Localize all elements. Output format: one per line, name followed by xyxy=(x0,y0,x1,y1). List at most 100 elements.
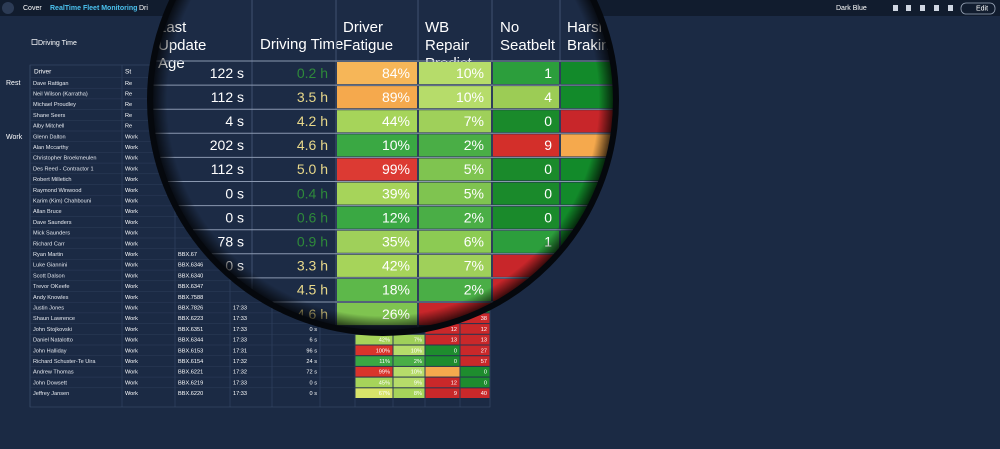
row-group-label: Work xyxy=(6,134,23,141)
fatigue-cell: 99% xyxy=(379,370,390,376)
driver-cell: Mick Saunders xyxy=(33,231,70,237)
driver-cell: Robert Milletich xyxy=(33,177,72,183)
status-cell: Work xyxy=(125,231,138,237)
vehicle-cell: BBX.6351 xyxy=(178,327,203,333)
time-cell: 17:33 xyxy=(233,380,247,386)
heat-cell xyxy=(460,388,490,398)
edit-label[interactable]: Edit xyxy=(976,5,988,12)
status-cell: Work xyxy=(125,338,138,344)
heat-cell xyxy=(393,366,425,377)
heat-cell xyxy=(393,388,425,398)
seatbelt-cell: 0 xyxy=(454,359,457,365)
driver-cell: Andrew Thomas xyxy=(33,370,74,376)
heat-cell xyxy=(425,334,460,345)
driver-cell: Des Reed - Contractor 1 xyxy=(33,166,94,172)
tab[interactable]: Dri xyxy=(139,5,148,12)
seatbelt-cell: 9 xyxy=(454,391,457,397)
edit-button[interactable] xyxy=(960,2,996,15)
heat-cell xyxy=(425,356,460,366)
driver-cell: Daniel Natalotto xyxy=(33,338,73,344)
harsh-cell: 57 xyxy=(481,359,487,365)
vehicle-cell: BBX.6344 xyxy=(178,338,203,344)
age-cell: 0 s xyxy=(310,327,318,333)
status-cell: Work xyxy=(125,370,138,376)
vehicle-cell: BBX.6153 xyxy=(178,348,203,354)
driver-cell: Alby Mitchell xyxy=(33,124,64,130)
tab-active[interactable]: RealTime Fleet Monitoring xyxy=(50,5,137,12)
driver-cell: Raymond Winwood xyxy=(33,188,82,194)
wb-cell: 8% xyxy=(414,391,422,397)
vehicle-cell: BBX.6340 xyxy=(178,273,203,279)
age-cell: 0 s xyxy=(310,380,318,386)
icon[interactable] xyxy=(948,5,953,11)
heat-cell xyxy=(460,334,490,345)
heat-cell xyxy=(355,345,393,356)
group-header[interactable]: Driving Time xyxy=(38,40,77,47)
heat-cell xyxy=(393,334,425,345)
icon[interactable] xyxy=(893,5,898,11)
vehicle-cell: BBX.6220 xyxy=(178,391,203,397)
wb-cell: 10% xyxy=(411,370,422,376)
heat-cell xyxy=(355,377,393,388)
driver-cell: Dave Rattigan xyxy=(33,81,68,87)
status-cell: Work xyxy=(125,209,138,215)
status-cell: Work xyxy=(125,166,138,172)
status-cell: Re xyxy=(125,92,132,98)
vehicle-cell: BBX.6346 xyxy=(178,263,203,269)
heat-cell xyxy=(355,366,393,377)
driver-cell: Justin Jones xyxy=(33,306,64,312)
status-cell: Work xyxy=(125,359,138,365)
collapse-icon[interactable] xyxy=(31,39,38,45)
heat-cell xyxy=(393,345,425,356)
seatbelt-cell: 13 xyxy=(451,338,457,344)
age-cell: 72 s xyxy=(306,370,317,376)
time-cell: 17:33 xyxy=(233,327,247,333)
status-cell: Re xyxy=(125,124,132,130)
status-cell: Work xyxy=(125,273,138,279)
time-cell: 17:32 xyxy=(233,370,247,376)
harsh-cell: 0 xyxy=(484,380,487,386)
heat-cell xyxy=(425,345,460,356)
fatigue-cell: 42% xyxy=(379,338,390,344)
status-cell: Work xyxy=(125,241,138,247)
icon[interactable] xyxy=(906,5,911,11)
driver-cell: Christopher Broekmeulen xyxy=(33,156,96,162)
vehicle-cell: BBX.7588 xyxy=(178,295,203,301)
tab[interactable]: Cover xyxy=(23,5,42,12)
driver-cell: Alan Mccarthy xyxy=(33,145,69,151)
driver-cell: Ryan Martin xyxy=(33,252,63,258)
heat-cell xyxy=(460,377,490,388)
driver-cell: John Dowsett xyxy=(33,380,67,386)
driver-cell: Scott Dalson xyxy=(33,273,65,279)
status-cell: Work xyxy=(125,306,138,312)
lens-shadow xyxy=(151,0,615,332)
driver-cell: Luke Giannini xyxy=(33,263,67,269)
status-cell: Work xyxy=(125,145,138,151)
fatigue-cell: 100% xyxy=(376,348,390,354)
vehicle-cell: BBX.67 xyxy=(178,252,197,258)
vehicle-cell: BBX.6347 xyxy=(178,284,203,290)
driver-cell: Shane Seers xyxy=(33,113,66,119)
column-header: Driver xyxy=(34,69,52,76)
harsh-cell: 13 xyxy=(481,338,487,344)
heat-cell xyxy=(460,356,490,366)
driver-cell: Richard Schuster-Te Uira xyxy=(33,359,96,365)
back-button[interactable] xyxy=(2,2,14,14)
driver-cell: Trevor OKeefe xyxy=(33,284,69,290)
vehicle-cell: BBX.6219 xyxy=(178,380,203,386)
lens-rim xyxy=(147,0,619,336)
harsh-cell: 27 xyxy=(481,348,487,354)
status-cell: Work xyxy=(125,327,138,333)
status-cell: Work xyxy=(125,348,138,354)
driver-cell: Shaun Lawrence xyxy=(33,316,75,322)
icon[interactable] xyxy=(920,5,925,11)
theme-select[interactable]: Dark Blue xyxy=(836,5,867,12)
heat-cell xyxy=(393,377,425,388)
icon[interactable] xyxy=(934,5,939,11)
harsh-cell: 0 xyxy=(484,370,487,376)
column-header: St xyxy=(125,69,131,76)
time-cell: 17:31 xyxy=(233,348,247,354)
age-cell: 96 s xyxy=(306,348,317,354)
seatbelt-cell: 0 xyxy=(454,348,457,354)
time-cell: 17:33 xyxy=(233,316,247,322)
